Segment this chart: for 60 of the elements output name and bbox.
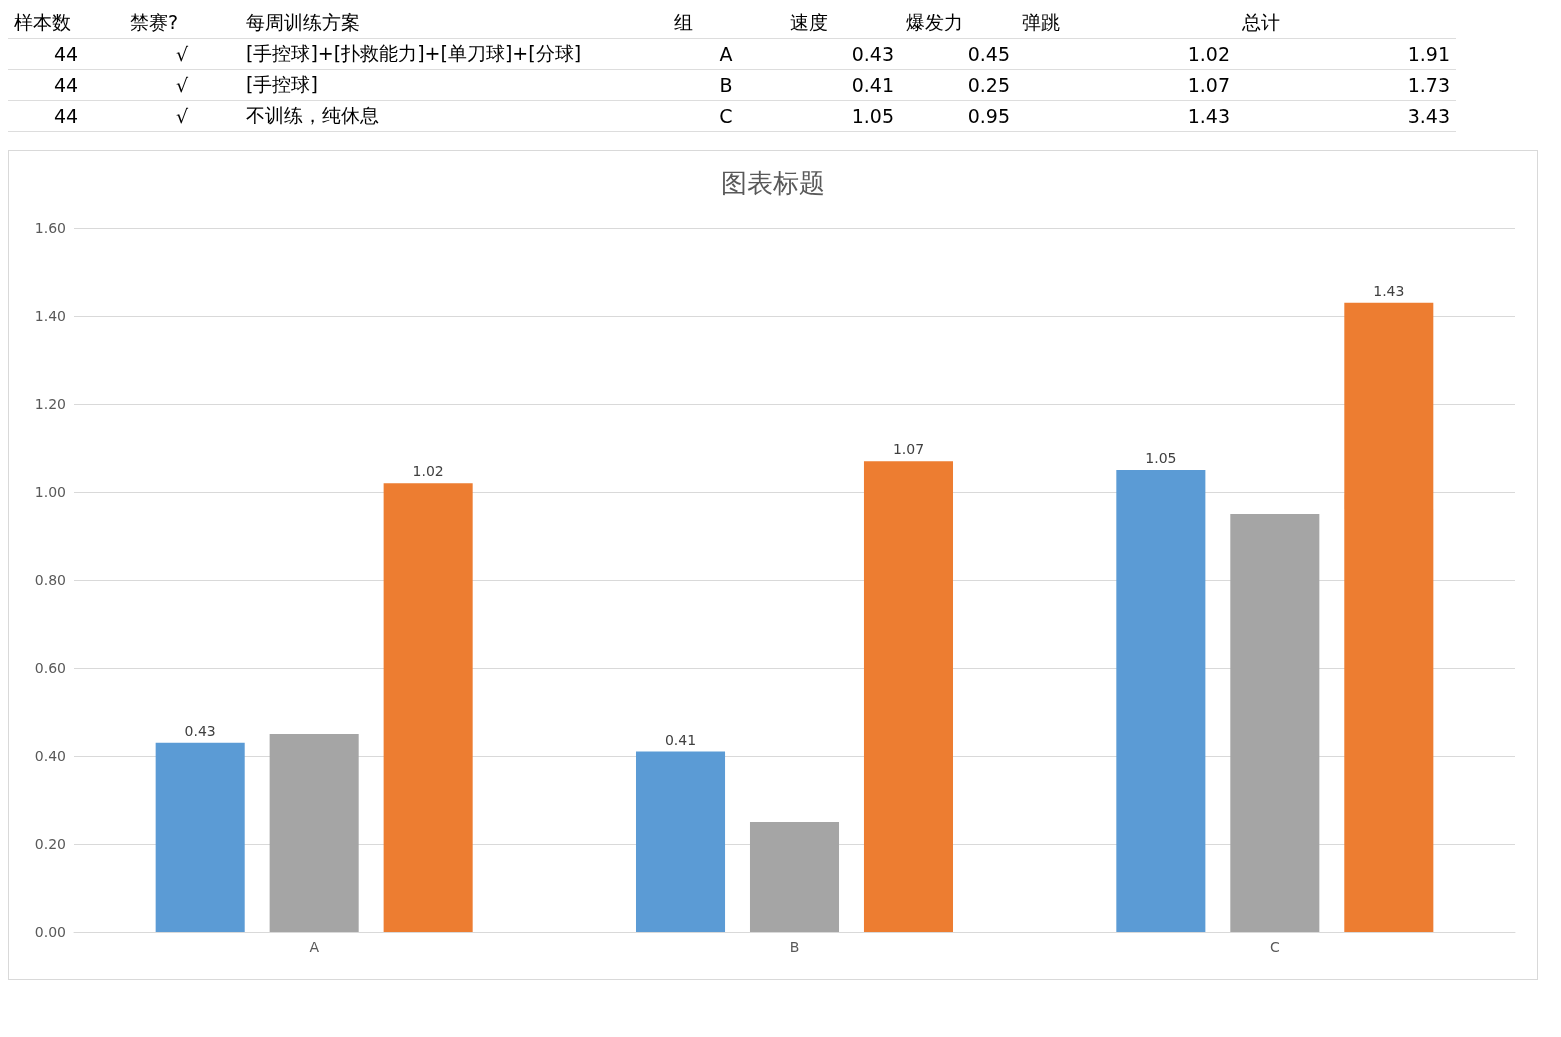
text: 44 xyxy=(53,74,79,96)
text: B xyxy=(719,74,733,96)
data-label: 1.43 xyxy=(1373,282,1405,299)
y-tick-label: 0.20 xyxy=(34,836,66,852)
text: A xyxy=(719,43,733,65)
text: 1.73 xyxy=(1407,74,1450,96)
bar xyxy=(269,734,359,932)
text: √ xyxy=(175,43,189,65)
bar xyxy=(1116,470,1206,932)
data-label: 1.07 xyxy=(892,441,925,458)
y-tick-label: 1.00 xyxy=(34,484,66,500)
x-tick-label: C xyxy=(1269,939,1280,955)
text: 0.43 xyxy=(851,43,894,65)
data-label: 0.43 xyxy=(184,722,216,739)
text: 1.43 xyxy=(1187,105,1230,127)
text: 0.45 xyxy=(967,43,1010,65)
text: 44 xyxy=(53,105,79,127)
text: 1.02 xyxy=(1187,43,1230,65)
bar xyxy=(155,742,245,932)
text: 1.07 xyxy=(1187,74,1230,96)
x-tick-label: B xyxy=(789,939,800,955)
bar xyxy=(749,822,840,932)
category-label: 速度 xyxy=(784,8,900,39)
category-label: 爆发力 xyxy=(900,8,1016,39)
category-label: 样本数 xyxy=(8,8,124,39)
category-label: 弹跳 xyxy=(1016,8,1236,39)
text: [手控球] xyxy=(246,73,318,95)
text: 不训练，纯休息 xyxy=(246,104,379,126)
text: 0.25 xyxy=(967,74,1010,96)
category-label: 总计 xyxy=(1236,8,1456,39)
text: C xyxy=(719,105,733,127)
text: 1.91 xyxy=(1407,43,1450,65)
text: 0.41 xyxy=(851,74,894,96)
bar xyxy=(383,483,473,932)
text: √ xyxy=(175,74,189,96)
bar xyxy=(635,751,726,932)
data-label: 0.41 xyxy=(664,731,697,748)
x-tick-label: A xyxy=(309,939,320,955)
text: 1.05 xyxy=(851,105,894,127)
bar xyxy=(1230,514,1320,932)
text: [手控球]+[扑救能力]+[单刀球]+[分球] xyxy=(246,42,582,64)
text: √ xyxy=(175,105,189,127)
y-tick-label: 0.00 xyxy=(34,924,66,940)
y-tick-label: 1.40 xyxy=(34,308,66,324)
category-label: 每周训练方案 xyxy=(240,8,668,39)
y-tick-label: 0.40 xyxy=(34,748,66,764)
category-label: 组 xyxy=(668,8,784,39)
data-label: 1.05 xyxy=(1145,450,1177,466)
chart-title: 图表标题 xyxy=(721,168,825,198)
y-tick-label: 0.60 xyxy=(34,660,66,676)
bar xyxy=(863,461,954,932)
bar xyxy=(1344,302,1434,932)
text: 0.95 xyxy=(967,105,1010,127)
category-label: 禁赛? xyxy=(124,8,240,39)
text: 3.43 xyxy=(1407,105,1450,127)
data-label: 1.02 xyxy=(412,463,444,480)
y-tick-label: 0.80 xyxy=(34,572,66,588)
y-tick-label: 1.20 xyxy=(34,396,66,412)
text: 44 xyxy=(53,43,79,65)
y-tick-label: 1.60 xyxy=(34,220,66,236)
